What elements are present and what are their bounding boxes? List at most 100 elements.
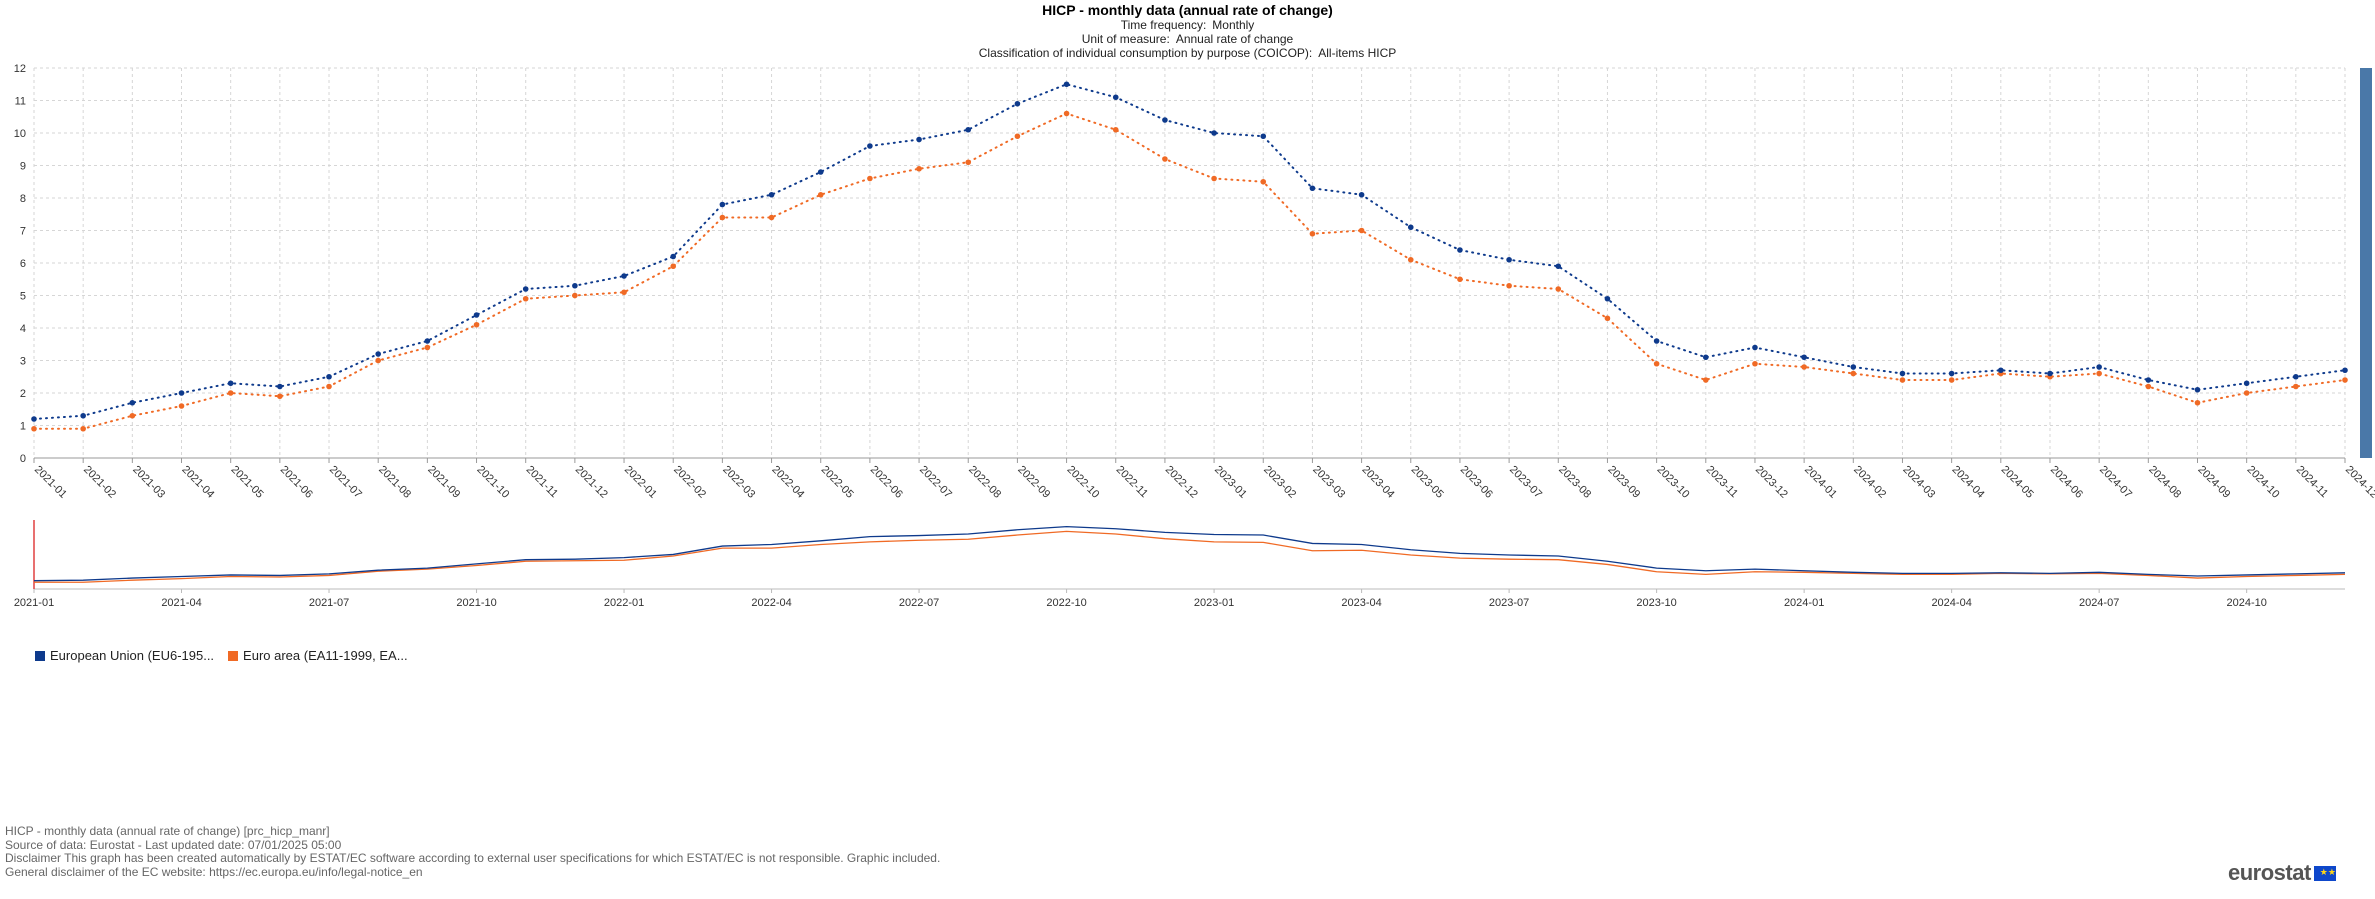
data-point (277, 393, 283, 400)
data-point (1801, 354, 1807, 361)
data-point (2096, 370, 2102, 377)
x-tick-label: 2022-11 (1114, 464, 1150, 500)
data-point (1604, 315, 1611, 322)
x-tick-label: 2022-01 (622, 464, 659, 501)
subtitle-label: Classification of individual consumption… (978, 46, 1313, 60)
data-point (2096, 364, 2102, 370)
data-point (1014, 100, 1021, 107)
data-point (1260, 133, 1267, 140)
y-tick-label: 7 (20, 226, 26, 238)
data-point (1162, 156, 1168, 162)
y-tick-label: 12 (14, 63, 26, 75)
navigator-chart[interactable]: 2021-01 2021-04 2021-07 2021-10 2022-01 2022-… (0, 515, 2375, 615)
data-point (768, 191, 775, 198)
x-tick-label: 2021-05 (229, 464, 266, 501)
x-tick-label: 2022-06 (868, 464, 905, 501)
data-point (1899, 370, 1906, 377)
data-point (375, 351, 381, 357)
x-tick-label: 2024-01 (1802, 464, 1839, 501)
chart-header: HICP - monthly data (annual rate of chan… (0, 2, 2375, 60)
legend-item-ea[interactable]: Euro area (EA11-1999, EA... (228, 648, 408, 663)
data-point (916, 165, 922, 172)
x-tick-label: 2023-09 (1605, 464, 1642, 501)
data-point (1899, 377, 1906, 383)
data-point (1850, 364, 1857, 370)
navigator-tick-label: 2023-01 (1194, 597, 1234, 609)
data-point (424, 338, 431, 344)
y-tick-label: 0 (20, 453, 26, 465)
data-point (2194, 399, 2201, 406)
subtitle-label: Time frequency: (1120, 18, 1207, 32)
x-tick-label: 2023-11 (1704, 464, 1740, 500)
x-tick-label: 2022-07 (917, 464, 954, 501)
data-point (719, 214, 726, 221)
data-point (1260, 178, 1267, 185)
data-point (670, 263, 677, 270)
eu-flag-icon: ★★ (2313, 865, 2336, 881)
data-point (916, 136, 922, 143)
data-point (1358, 191, 1365, 198)
data-point (1653, 338, 1660, 344)
series-line (33, 112, 2346, 430)
data-point (1948, 377, 1955, 383)
x-tick-label: 2023-03 (1310, 464, 1347, 501)
y-tick-label: 11 (15, 96, 26, 108)
data-point (1604, 295, 1611, 302)
navigator-series-line (33, 525, 2346, 582)
data-point (2342, 377, 2348, 383)
subtitle-time-frequency: Time frequency: Monthly (0, 18, 2375, 32)
data-point (1555, 286, 1562, 292)
data-point (2194, 386, 2201, 393)
data-point (424, 344, 431, 351)
data-point (2047, 370, 2053, 377)
x-tick-label: 2023-06 (1458, 464, 1495, 501)
data-point (1457, 276, 1463, 283)
legend-item-eu[interactable]: European Union (EU6-195... (35, 648, 214, 663)
data-point (621, 273, 627, 279)
navigator-tick-label: 2021-01 (14, 597, 54, 609)
x-tick-label: 2024-07 (2097, 464, 2134, 501)
navigator-tick-label: 2024-07 (2079, 597, 2119, 609)
x-tick-label: 2024-05 (1999, 464, 2036, 501)
x-tick-label: 2021-11 (524, 464, 560, 500)
data-point (277, 383, 283, 390)
x-tick-label: 2022-09 (1015, 464, 1052, 501)
data-point (572, 282, 578, 289)
y-tick-label: 9 (20, 161, 26, 173)
data-point (1309, 185, 1316, 192)
data-point (867, 143, 873, 149)
navigator-tick-label: 2024-10 (2226, 597, 2266, 609)
data-point (31, 416, 37, 422)
x-tick-label: 2024-11 (2294, 464, 2330, 500)
subtitle-value: Monthly (1212, 18, 1255, 32)
x-tick-label: 2024-12 (2343, 464, 2375, 501)
y-tick-label: 10 (14, 128, 26, 140)
x-tick-label: 2021-02 (81, 464, 118, 501)
data-point (1506, 256, 1512, 263)
data-point (1752, 344, 1758, 351)
vertical-scrollbar[interactable] (2360, 68, 2372, 458)
data-point (572, 292, 578, 299)
x-tick-label: 2022-08 (966, 464, 1003, 501)
logo-text: eurostat (2228, 860, 2311, 885)
data-point (719, 201, 726, 208)
data-point (1407, 224, 1414, 231)
x-tick-label: 2022-10 (1064, 464, 1101, 501)
subtitle-unit: Unit of measure: Annual rate of change (0, 32, 2375, 46)
data-point (2243, 380, 2250, 387)
x-tick-label: 2022-03 (720, 464, 757, 501)
x-tick-label: 2024-06 (2048, 464, 2085, 501)
navigator-series-line (34, 530, 2346, 583)
data-point (1457, 247, 1463, 253)
x-tick-label: 2021-12 (573, 464, 610, 501)
data-point (1407, 256, 1414, 263)
data-point (1063, 110, 1070, 117)
x-tick-label: 2023-12 (1753, 464, 1790, 501)
data-point (129, 399, 136, 406)
data-point (621, 289, 627, 296)
data-point (227, 380, 234, 387)
data-point (1850, 370, 1857, 377)
data-point (375, 357, 381, 364)
data-point (1309, 230, 1316, 237)
data-point (522, 295, 529, 302)
